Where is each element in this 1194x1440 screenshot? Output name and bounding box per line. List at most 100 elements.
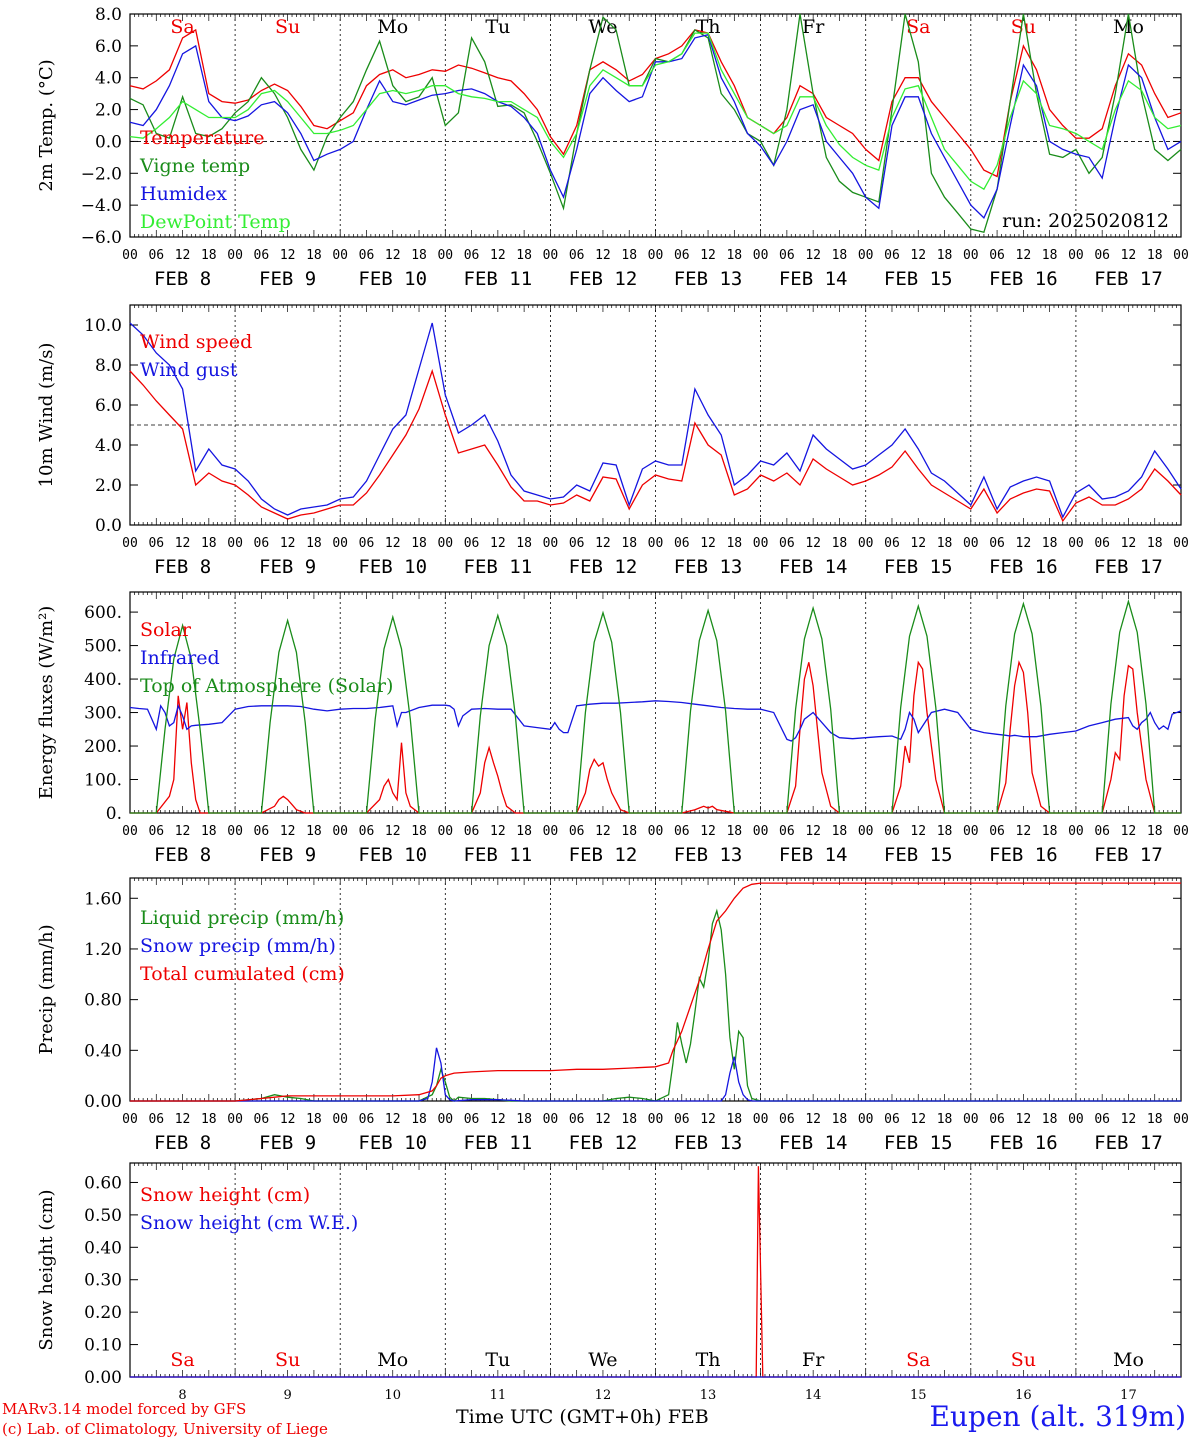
hour-tick-label: 12: [280, 248, 296, 263]
hour-tick-label: 12: [1016, 248, 1032, 263]
hour-tick-label: 06: [674, 1112, 690, 1127]
y-tick-label: 0.20: [84, 1303, 122, 1323]
date-label: FEB 17: [1094, 556, 1163, 578]
series-line-top-of-atmosphere-solar: [130, 599, 1181, 814]
hour-tick-label: 12: [385, 824, 401, 839]
hour-tick-label: 18: [937, 824, 953, 839]
hour-tick-label: 18: [306, 1112, 322, 1127]
hour-tick-label: 18: [937, 248, 953, 263]
weekday-label: Sa: [906, 16, 930, 38]
hour-tick-label: 06: [148, 824, 164, 839]
day-number-label: 8: [178, 1388, 186, 1400]
legend-entry: Solar: [140, 619, 192, 641]
hour-tick-label: 00: [858, 824, 874, 839]
hour-tick-label: 18: [832, 248, 848, 263]
hour-tick-label: 00: [963, 536, 979, 551]
hour-tick-label: 06: [779, 248, 795, 263]
hour-tick-label: 00: [1068, 824, 1084, 839]
hour-tick-label: 18: [1042, 824, 1058, 839]
hour-tick-label: 06: [359, 824, 375, 839]
y-tick-label: 200.: [84, 737, 122, 757]
hour-tick-label: 06: [1094, 536, 1110, 551]
date-label: FEB 12: [569, 556, 638, 578]
hour-tick-label: 18: [201, 536, 217, 551]
hour-tick-label: 06: [989, 536, 1005, 551]
date-label: FEB 9: [259, 268, 316, 290]
date-label: FEB 13: [674, 268, 743, 290]
hour-tick-label: 00: [332, 1112, 348, 1127]
weekday-label: Sa: [170, 16, 194, 38]
date-label: FEB 8: [154, 556, 211, 578]
weekday-label: Mo: [1113, 1349, 1144, 1371]
hour-tick-label: 12: [175, 1112, 191, 1127]
y-tick-label: 0.0: [95, 516, 122, 536]
legend-entry: Total cumulated (cm): [140, 963, 345, 985]
legend-entry: Vigne temp: [139, 155, 250, 177]
hour-tick-label: 00: [858, 248, 874, 263]
hour-tick-label: 00: [543, 248, 559, 263]
series-line-humidex: [129, 33, 1182, 220]
date-label: FEB 16: [989, 556, 1058, 578]
hour-tick-label: 00: [1173, 248, 1189, 263]
date-label: FEB 9: [259, 556, 316, 578]
date-label: FEB 13: [674, 844, 743, 866]
y-tick-label: 4.0: [95, 436, 122, 456]
hour-tick-label: 00: [1068, 1112, 1084, 1127]
series-line-total-cumulated-cm: [130, 882, 1181, 1102]
hour-tick-label: 12: [910, 536, 926, 551]
y-tick-label: 0.0: [95, 132, 122, 152]
y-axis-label: 10m Wind (m/s): [36, 343, 57, 488]
hour-tick-label: 06: [779, 1112, 795, 1127]
date-label: FEB 13: [674, 1132, 743, 1154]
lab-credit: (c) Lab. of Climatology, University of L…: [2, 1420, 328, 1438]
weekday-label: We: [588, 1349, 617, 1371]
hour-tick-label: 00: [122, 1112, 138, 1127]
y-tick-label: 500.: [84, 637, 122, 657]
date-label: FEB 10: [358, 844, 427, 866]
hour-tick-label: 12: [595, 248, 611, 263]
y-tick-label: 0.50: [84, 1206, 122, 1226]
series-line-wind-gust: [129, 322, 1182, 519]
day-number-label: 14: [805, 1388, 822, 1400]
hour-tick-label: 00: [437, 1112, 453, 1127]
date-label: FEB 16: [989, 1132, 1058, 1154]
hour-tick-label: 00: [1068, 536, 1084, 551]
y-tick-label: −2.0: [81, 164, 122, 184]
hour-tick-label: 12: [280, 1112, 296, 1127]
hour-tick-label: 18: [726, 536, 742, 551]
date-label: FEB 17: [1094, 268, 1163, 290]
hour-tick-label: 18: [201, 248, 217, 263]
date-label: FEB 8: [154, 268, 211, 290]
y-tick-label: −6.0: [81, 228, 122, 248]
hour-tick-label: 00: [648, 824, 664, 839]
hour-tick-label: 06: [148, 536, 164, 551]
date-label: FEB 8: [154, 1132, 211, 1154]
date-label: FEB 17: [1094, 844, 1163, 866]
hour-tick-label: 12: [805, 824, 821, 839]
hour-tick-label: 12: [595, 824, 611, 839]
legend-entry: Humidex: [140, 183, 227, 205]
hour-tick-label: 06: [1094, 248, 1110, 263]
hour-tick-label: 00: [1173, 536, 1189, 551]
model-credit: MARv3.14 model forced by GFS: [2, 1400, 247, 1418]
hour-tick-label: 12: [1121, 536, 1137, 551]
hour-tick-label: 06: [989, 248, 1005, 263]
hour-tick-label: 06: [989, 824, 1005, 839]
y-tick-label: 8.0: [95, 356, 122, 376]
y-tick-label: 0.30: [84, 1271, 122, 1291]
x-axis-title: Time UTC (GMT+0h): [456, 1406, 662, 1428]
hour-tick-label: 06: [254, 824, 270, 839]
hour-tick-label: 06: [464, 824, 480, 839]
hour-tick-label: 18: [621, 824, 637, 839]
hour-tick-label: 12: [805, 248, 821, 263]
y-tick-label: 100.: [84, 771, 122, 791]
hour-tick-label: 18: [726, 1112, 742, 1127]
hour-tick-label: 00: [122, 536, 138, 551]
hour-tick-label: 00: [648, 248, 664, 263]
y-tick-label: 0.40: [84, 1041, 122, 1061]
weekday-label: Su: [1011, 1349, 1036, 1371]
date-label: FEB 14: [779, 268, 848, 290]
hour-tick-label: 12: [595, 536, 611, 551]
hour-tick-label: 12: [490, 248, 506, 263]
hour-tick-label: 12: [490, 824, 506, 839]
